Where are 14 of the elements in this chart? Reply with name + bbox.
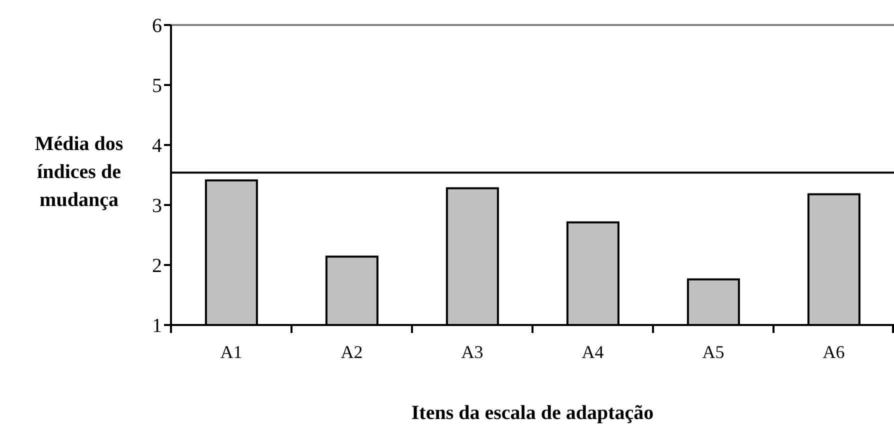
y-tick-label: 4 [152, 135, 162, 158]
y-axis-title: Média dos índices de mudança [34, 133, 124, 211]
y-tick-label: 2 [152, 255, 162, 278]
x-tick-label: A1 [220, 342, 242, 362]
y-tick-label: 1 [152, 315, 162, 338]
y-tick-label: 3 [152, 195, 162, 218]
x-axis-title: Itens da escala de adaptação [411, 402, 654, 424]
y-tick-label: 5 [152, 75, 162, 98]
x-tick-label: A5 [702, 342, 724, 362]
y-tick-label: 6 [152, 15, 162, 38]
x-tick-label: A2 [340, 342, 363, 362]
x-tick-label: A4 [582, 342, 604, 362]
x-tick-label: A6 [822, 342, 845, 362]
x-tick-label: A3 [461, 342, 484, 362]
